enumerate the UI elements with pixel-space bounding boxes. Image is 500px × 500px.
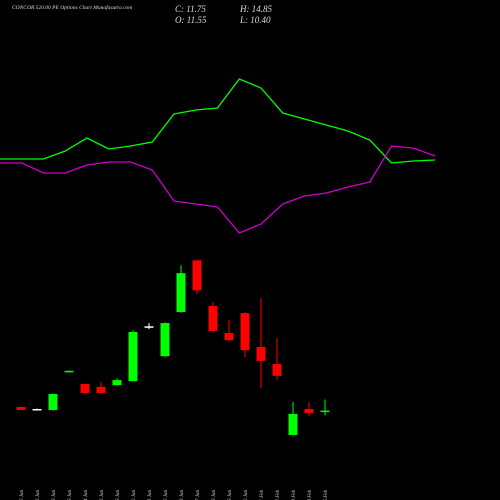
x-tick-label: 28 Jan [212,490,217,500]
candle-body [160,323,170,357]
candle-body [272,364,282,376]
ohlc-low: L: 10.40 [239,15,271,25]
candle-body [16,406,26,410]
x-tick-label: 27 Jan [196,490,201,500]
candle-body [208,305,218,331]
candle-body [64,370,74,373]
candle-body [288,413,298,436]
candle-body [192,260,202,291]
candle-body [80,384,90,393]
candle-body [144,326,154,328]
x-tick-label: 29 Jan [228,490,233,500]
chart-title: CONCOR 520.00 PE Options Chart Munafasut… [12,4,132,11]
x-tick-label: 30 Jan [244,490,249,500]
candle-body [256,346,266,361]
x-tick-label: 01 Feb [260,490,265,500]
candle-body [48,394,58,411]
candle-body [128,332,138,382]
candle-body [176,273,186,313]
candle-body [96,386,106,393]
x-tick-label: 06 Jan [36,490,41,500]
x-tick-label: 22 Jan [164,490,169,500]
indicator-line [0,145,436,234]
x-tick-label: 19 Jan [116,490,121,500]
x-tick-label: 16 Jan [100,490,105,500]
ohlc-high: H: 14.85 [239,4,272,14]
candle-body [304,408,314,413]
candle-body [224,333,234,341]
x-tick-label: 23 Jan [180,490,185,500]
x-tick-label: 05 Feb [324,490,329,500]
x-tick-label: 02 Feb [276,490,281,500]
x-tick-label: 08 Jan [52,490,57,500]
x-tick-label: 14 Jan [84,490,89,500]
candle-body [112,380,122,386]
candle-body [32,408,42,411]
candle-body [320,410,330,413]
x-tick-label: 20 Jan [132,490,137,500]
ohlc-open: O: 11.55 [175,15,207,25]
ohlc-close: C: 11.75 [175,4,206,14]
x-tick-label: 03 Feb [292,490,297,500]
x-tick-label: 02 Jan [20,490,25,500]
x-tick-label: 09 Jan [68,490,73,500]
x-tick-label: 21 Jan [148,490,153,500]
indicator-line [0,78,436,164]
x-tick-label: 04 Feb [308,490,313,500]
candle-body [240,313,250,351]
